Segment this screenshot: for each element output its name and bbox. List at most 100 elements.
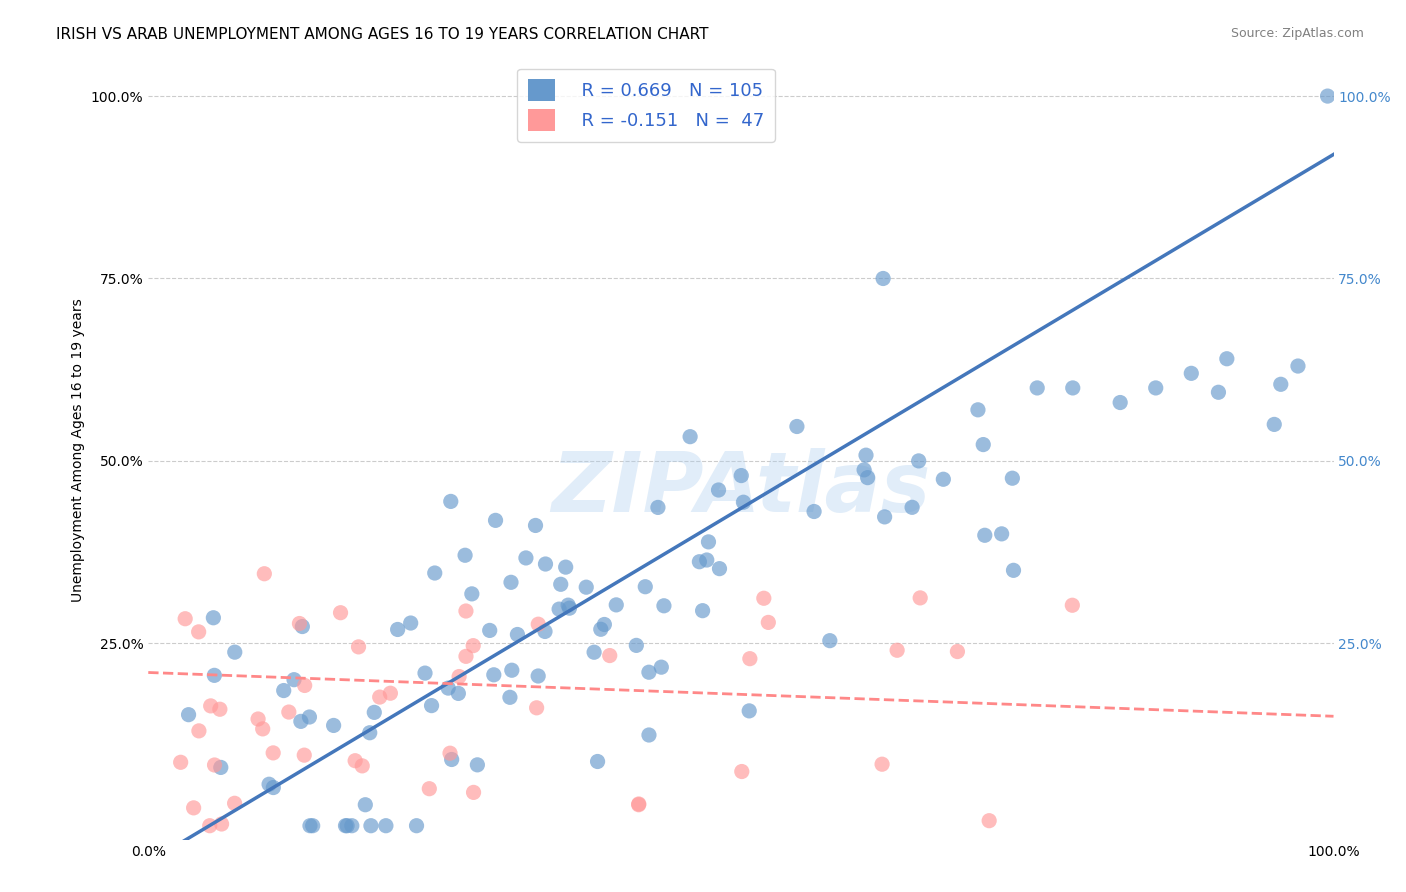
Point <box>688 555 710 569</box>
Point <box>932 472 955 486</box>
Point <box>627 797 650 811</box>
Point <box>550 577 572 591</box>
Point <box>853 463 876 477</box>
Point <box>1109 395 1132 409</box>
Point <box>253 566 276 581</box>
Point <box>467 757 489 772</box>
Point <box>638 728 661 742</box>
Point <box>273 683 295 698</box>
Point <box>482 668 505 682</box>
Point <box>786 419 808 434</box>
Point <box>187 624 209 639</box>
Point <box>174 612 197 626</box>
Point <box>589 622 612 636</box>
Point <box>322 718 344 732</box>
Point <box>967 402 990 417</box>
Point <box>1263 417 1285 432</box>
Point <box>1286 359 1309 373</box>
Point <box>277 705 299 719</box>
Point <box>283 673 305 687</box>
Point <box>360 819 382 833</box>
Point <box>696 553 718 567</box>
Point <box>738 704 761 718</box>
Point <box>534 557 557 571</box>
Point <box>461 587 484 601</box>
Point <box>177 707 200 722</box>
Point <box>901 500 924 515</box>
Point <box>707 483 730 497</box>
Point <box>374 819 396 833</box>
Point <box>359 725 381 739</box>
Point <box>399 615 422 630</box>
Point <box>554 560 576 574</box>
Point <box>224 645 246 659</box>
Point <box>301 819 323 833</box>
Point <box>344 754 367 768</box>
Point <box>294 678 316 692</box>
Point <box>200 698 222 713</box>
Point <box>290 714 312 729</box>
Point <box>973 528 995 542</box>
Point <box>447 686 470 700</box>
Point <box>1062 381 1084 395</box>
Point <box>756 615 779 630</box>
Point <box>1316 89 1339 103</box>
Point <box>499 575 522 590</box>
Point <box>347 640 370 654</box>
Point <box>638 665 661 680</box>
Point <box>733 495 755 509</box>
Point <box>515 550 537 565</box>
Point <box>440 752 463 766</box>
Text: Source: ZipAtlas.com: Source: ZipAtlas.com <box>1230 27 1364 40</box>
Point <box>548 602 571 616</box>
Point <box>526 701 548 715</box>
Point <box>1002 563 1025 577</box>
Point <box>907 454 929 468</box>
Point <box>439 746 461 760</box>
Point <box>499 690 522 705</box>
Point <box>979 814 1001 828</box>
Point <box>202 611 225 625</box>
Point <box>478 624 501 638</box>
Point <box>534 624 557 639</box>
Point <box>336 819 359 833</box>
Point <box>886 643 908 657</box>
Point <box>224 797 246 811</box>
Point <box>368 690 391 704</box>
Point <box>420 698 443 713</box>
Point <box>990 526 1012 541</box>
Point <box>187 723 209 738</box>
Point <box>731 764 754 779</box>
Point <box>387 623 409 637</box>
Point <box>262 780 284 795</box>
Point <box>1026 381 1049 395</box>
Point <box>340 819 363 833</box>
Point <box>558 601 581 615</box>
Text: IRISH VS ARAB UNEMPLOYMENT AMONG AGES 16 TO 19 YEARS CORRELATION CHART: IRISH VS ARAB UNEMPLOYMENT AMONG AGES 16… <box>56 27 709 42</box>
Point <box>292 748 315 763</box>
Point <box>198 819 221 833</box>
Point <box>463 639 485 653</box>
Text: ZIPAtlas: ZIPAtlas <box>551 449 931 530</box>
Point <box>288 616 311 631</box>
Point <box>335 819 357 833</box>
Point <box>247 712 270 726</box>
Point <box>527 669 550 683</box>
Point <box>557 598 579 612</box>
Point <box>599 648 621 663</box>
Point <box>527 617 550 632</box>
Point <box>872 271 894 285</box>
Point <box>650 660 672 674</box>
Legend:   R = 0.669   N = 105,   R = -0.151   N =  47: R = 0.669 N = 105, R = -0.151 N = 47 <box>517 69 775 142</box>
Point <box>352 759 374 773</box>
Point <box>454 604 477 618</box>
Point <box>449 669 471 683</box>
Point <box>252 722 274 736</box>
Point <box>856 470 879 484</box>
Point <box>803 504 825 518</box>
Point <box>738 651 761 665</box>
Point <box>463 785 485 799</box>
Point <box>605 598 627 612</box>
Point <box>575 580 598 594</box>
Point <box>583 645 606 659</box>
